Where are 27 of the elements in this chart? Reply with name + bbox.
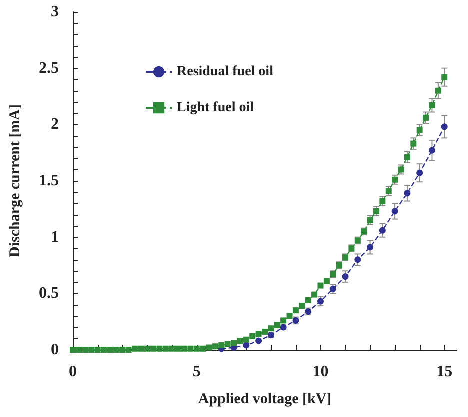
- y-tick-label: 0: [51, 342, 59, 358]
- y-tick-label: 3: [51, 4, 59, 20]
- x-tick-label: 0: [69, 364, 77, 380]
- x-tick-label: 10: [312, 364, 329, 380]
- legend-label: Light fuel oil: [177, 100, 254, 116]
- y-tick-label: 0.5: [39, 285, 59, 302]
- x-tick-label: 15: [436, 364, 453, 380]
- point: [404, 190, 411, 197]
- point: [318, 298, 324, 305]
- point: [428, 147, 436, 154]
- point: [367, 244, 374, 251]
- y-tick-label: 2: [51, 116, 59, 134]
- point: [330, 286, 336, 292]
- x-tick-label: 5: [192, 364, 201, 380]
- point: [379, 227, 386, 234]
- legend-label: Residual fuel oil: [177, 64, 274, 80]
- point: [256, 338, 262, 344]
- y-tick-label: 2.5: [39, 60, 59, 77]
- point: [392, 208, 398, 215]
- point: [342, 274, 349, 280]
- point: [354, 256, 362, 264]
- y-tick-label: 1: [51, 228, 59, 246]
- x-axis-title: Applied voltage [kV]: [198, 392, 332, 408]
- point: [416, 170, 424, 176]
- y-axis-title: Discharge current [mA]: [8, 104, 24, 258]
- y-tick-label: 1.5: [39, 172, 59, 190]
- point: [441, 124, 448, 130]
